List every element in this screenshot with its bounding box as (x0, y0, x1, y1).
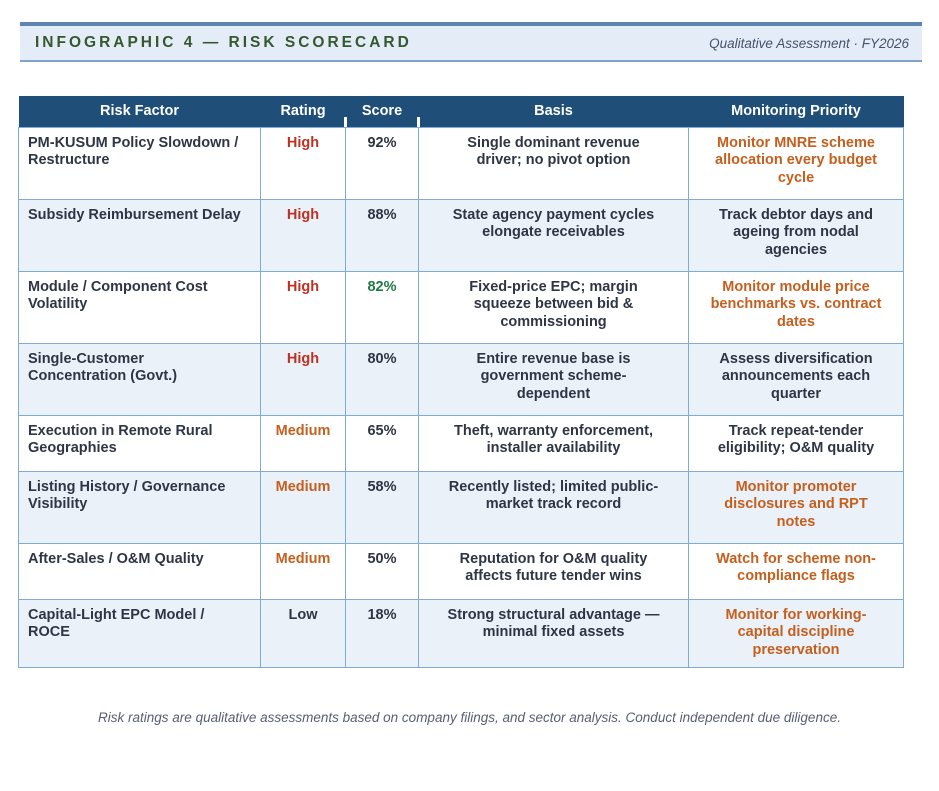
cell-factor: Capital-Light EPC Model / ROCE (18, 598, 261, 668)
cell-monitoring: Monitor module price benchmarks vs. cont… (688, 270, 904, 344)
table-row: After-Sales / O&M Quality Medium 50% Reputa… (18, 542, 904, 600)
header-divider-tick (417, 117, 420, 127)
page-subtitle: Qualitative Assessment · FY2026 (709, 35, 909, 51)
cell-score: 18% (345, 598, 419, 668)
cell-rating: Medium (260, 542, 346, 600)
column-header-monitoring-priority: Monitoring Priority (688, 96, 904, 127)
cell-factor: After-Sales / O&M Quality (18, 542, 261, 600)
table-row: Single-Customer Concentration (Govt.) Hig… (18, 342, 904, 416)
table-row: PM-KUSUM Policy Slowdown / Restructure Hi… (18, 126, 904, 200)
cell-score: 92% (345, 126, 419, 200)
column-header-basis: Basis (418, 96, 689, 127)
cell-basis: Reputation for O&M quality affects futur… (418, 542, 689, 600)
cell-monitoring: Monitor for working-capital discipline p… (688, 598, 904, 668)
footnote: Risk ratings are qualitative assessments… (98, 709, 841, 725)
column-header-risk-factor: Risk Factor (18, 96, 261, 127)
cell-rating: High (260, 198, 346, 272)
cell-monitoring: Track repeat-tender eligibility; O&M qua… (688, 414, 904, 472)
cell-rating: Medium (260, 414, 346, 472)
table-row: Subsidy Reimbursement Delay High 88% State … (18, 198, 904, 272)
header-row: Risk Factor Rating Score Basis Monitorin… (18, 96, 904, 127)
cell-monitoring: Monitor MNRE scheme allocation every bud… (688, 126, 904, 200)
cell-monitoring: Assess diversification announcements eac… (688, 342, 904, 416)
cell-rating: High (260, 126, 346, 200)
header-divider-tick (344, 117, 347, 127)
cell-factor: Listing History / Governance Visibility (18, 470, 261, 544)
cell-factor: Module / Component Cost Volatility (18, 270, 261, 344)
cell-monitoring: Monitor promoter disclosures and RPT not… (688, 470, 904, 544)
cell-basis: Single dominant revenue driver; no pivot… (418, 126, 689, 200)
column-header-rating: Rating (260, 96, 346, 127)
cell-score: 82% (345, 270, 419, 344)
table-body: PM-KUSUM Policy Slowdown / Restructure Hi… (18, 126, 904, 668)
cell-rating: Medium (260, 470, 346, 544)
cell-score: 58% (345, 470, 419, 544)
cell-rating: High (260, 270, 346, 344)
cell-basis: Recently listed; limited public-market t… (418, 470, 689, 544)
cell-factor: PM-KUSUM Policy Slowdown / Restructure (18, 126, 261, 200)
risk-table: Risk Factor Rating Score Basis Monitorin… (18, 96, 904, 668)
cell-factor: Single-Customer Concentration (Govt.) (18, 342, 261, 416)
cell-score: 88% (345, 198, 419, 272)
cell-basis: Fixed-price EPC; margin squeeze between … (418, 270, 689, 344)
table-row: Module / Component Cost Volatility High 82… (18, 270, 904, 344)
cell-monitoring: Watch for scheme non-compliance flags (688, 542, 904, 600)
risk-scorecard-page: { "header": { "title": "INFOGRAPHIC 4 — … (0, 22, 939, 791)
cell-rating: Low (260, 598, 346, 668)
cell-monitoring: Track debtor days and ageing from nodal … (688, 198, 904, 272)
cell-rating: High (260, 342, 346, 416)
cell-basis: Strong structural advantage — minimal fi… (418, 598, 689, 668)
cell-basis: State agency payment cycles elongate rec… (418, 198, 689, 272)
cell-score: 50% (345, 542, 419, 600)
table-header: Risk Factor Rating Score Basis Monitorin… (18, 96, 904, 127)
cell-factor: Execution in Remote Rural Geographies (18, 414, 261, 472)
cell-score: 65% (345, 414, 419, 472)
cell-score: 80% (345, 342, 419, 416)
table-row: Capital-Light EPC Model / ROCE Low 18% Stro… (18, 598, 904, 668)
page-title: INFOGRAPHIC 4 — RISK SCORECARD (35, 34, 412, 51)
title-band: INFOGRAPHIC 4 — RISK SCORECARD Qualitati… (20, 22, 922, 62)
cell-basis: Entire revenue base is government scheme… (418, 342, 689, 416)
risk-table-wrap: Risk Factor Rating Score Basis Monitorin… (18, 96, 904, 668)
cell-factor: Subsidy Reimbursement Delay (18, 198, 261, 272)
table-row: Execution in Remote Rural Geographies Med… (18, 414, 904, 472)
column-header-score: Score (345, 96, 419, 127)
cell-basis: Theft, warranty enforcement, installer a… (418, 414, 689, 472)
table-row: Listing History / Governance Visibility M… (18, 470, 904, 544)
